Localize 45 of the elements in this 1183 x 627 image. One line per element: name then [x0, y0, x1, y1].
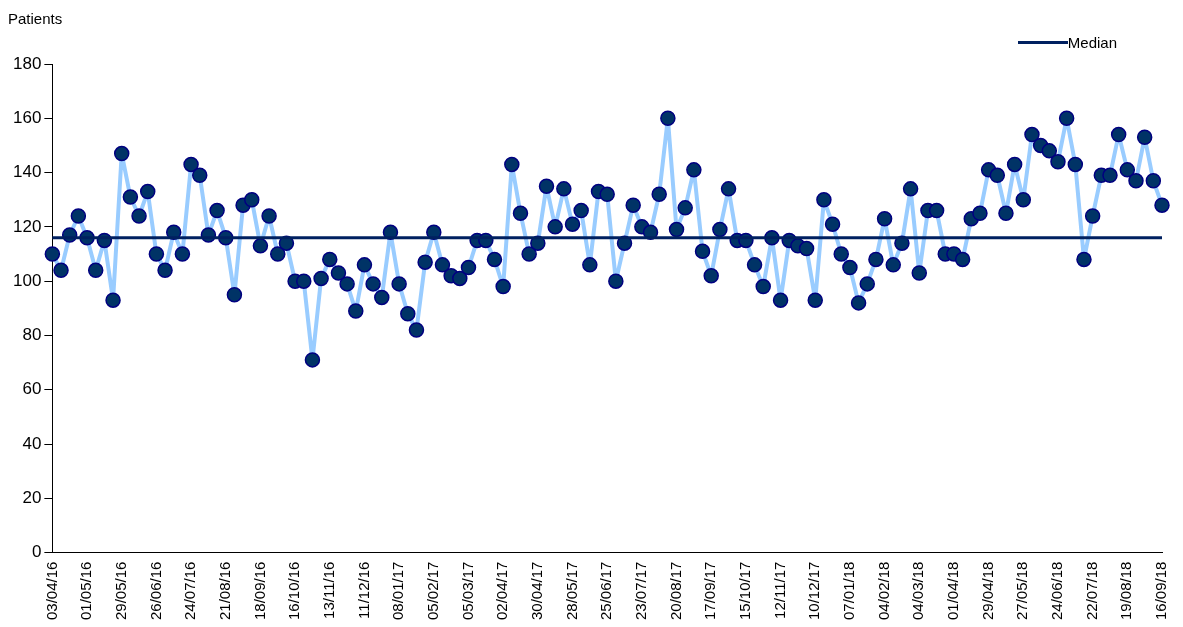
x-tick-label: 04/03/18: [909, 561, 927, 620]
x-tick-label: 03/04/16: [42, 561, 60, 620]
y-tick-label: 0: [31, 542, 42, 562]
x-tick-label: 21/08/16: [215, 561, 233, 620]
y-tick-label: 40: [22, 433, 42, 453]
y-tick-label: 60: [22, 379, 42, 399]
y-tick-label: 80: [22, 325, 42, 345]
y-tick-label: 20: [22, 488, 42, 508]
y-tick-label: 160: [12, 107, 42, 127]
x-tick-label: 10/12/17: [805, 561, 823, 620]
x-tick-label: 25/06/17: [597, 561, 615, 620]
x-tick-label: 30/04/17: [527, 561, 545, 620]
y-axis-title: Patients: [8, 10, 63, 27]
x-tick-label: 05/03/17: [458, 561, 476, 620]
x-tick-label: 22/07/18: [1082, 561, 1100, 620]
x-tick-label: 08/01/17: [389, 561, 407, 620]
x-tick-label: 19/08/18: [1117, 561, 1135, 620]
x-tick-label: 29/05/16: [111, 561, 129, 620]
x-tick-label: 28/05/17: [562, 561, 580, 620]
x-tick-label: 23/07/17: [632, 561, 649, 620]
legend-label: Median: [1067, 34, 1117, 51]
x-tick-label: 17/09/17: [701, 561, 719, 620]
y-tick-label: 140: [12, 162, 42, 182]
x-tick-label: 26/06/16: [146, 561, 164, 620]
x-tick-label: 24/07/16: [181, 561, 199, 620]
x-tick-label: 15/10/17: [736, 561, 754, 620]
x-tick-label: 20/08/17: [666, 561, 684, 620]
x-tick-label: 01/04/18: [944, 561, 962, 620]
x-tick-label: 01/05/16: [77, 561, 95, 620]
x-tick-label: 02/04/17: [493, 561, 511, 620]
y-tick-label: 180: [12, 53, 42, 73]
x-tick-label: 11/12/16: [354, 561, 372, 619]
x-tick-label: 13/11/16: [319, 561, 337, 619]
x-tick-label: 04/02/18: [874, 561, 892, 620]
y-tick-label: 100: [12, 270, 42, 290]
x-tick-label: 05/02/17: [423, 561, 441, 620]
x-tick-label: 27/05/18: [1013, 561, 1031, 620]
x-tick-label: 18/09/16: [250, 561, 268, 620]
x-tick-label: 12/11/17: [770, 561, 788, 619]
x-tick-label: 16/09/18: [1152, 561, 1170, 620]
x-tick-label: 29/04/18: [978, 561, 996, 620]
x-tick-label: 16/10/16: [285, 561, 303, 620]
y-tick-label: 120: [12, 216, 42, 236]
x-tick-label: 24/06/18: [1048, 561, 1066, 620]
x-tick-label: 07/01/18: [840, 561, 858, 620]
